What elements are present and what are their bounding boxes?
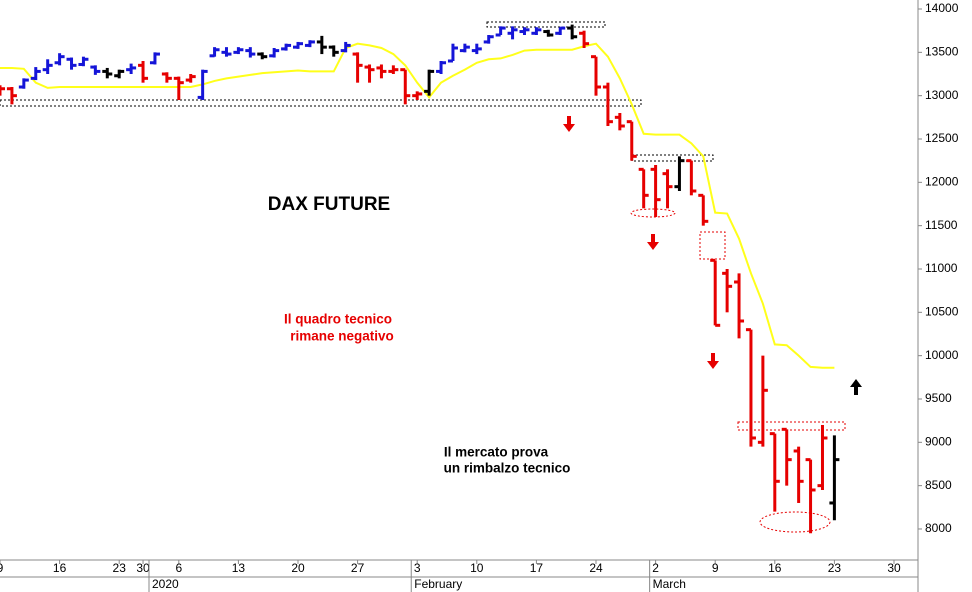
annotation: Il mercato prova [444, 445, 549, 460]
y-tick-label: 12500 [925, 131, 959, 145]
x-tick-label: 23 [113, 561, 127, 575]
x-tick-label: 3 [414, 561, 421, 575]
down-arrow [647, 234, 659, 250]
y-tick-label: 13500 [925, 45, 959, 59]
x-tick-label: 6 [175, 561, 182, 575]
x-tick-label: 10 [470, 561, 484, 575]
month-label: March [653, 577, 686, 591]
x-tick-label: 16 [53, 561, 67, 575]
x-tick-label: 24 [589, 561, 603, 575]
y-tick-label: 14000 [925, 1, 959, 15]
x-tick-label: 17 [530, 561, 544, 575]
y-tick-label: 8000 [925, 521, 952, 535]
resistance-box [486, 21, 606, 28]
y-tick-label: 10500 [925, 304, 959, 318]
x-tick-label: 20 [291, 561, 305, 575]
arrows [563, 116, 862, 395]
y-tick-label: 11000 [925, 261, 958, 275]
y-tick-label: 12000 [925, 175, 959, 189]
month-label: February [414, 577, 462, 591]
y-tick-label: 9000 [925, 434, 952, 448]
month-label: 2020 [152, 577, 179, 591]
annotation: Il quadro tecnico [284, 312, 392, 327]
down-arrow [563, 116, 575, 132]
x-tick-label: 30 [136, 561, 150, 575]
annotation: un rimbalzo tecnico [444, 461, 571, 476]
moving-average-line [0, 42, 835, 369]
resistance-box [737, 421, 846, 431]
y-tick-label: 8500 [925, 478, 952, 492]
annotation: rimane negativo [290, 329, 394, 344]
annotation-shapes [0, 21, 846, 533]
support-box [0, 99, 642, 107]
low-ellipse [630, 208, 676, 218]
y-tick-label: 10000 [925, 348, 959, 362]
x-tick-label: 2 [652, 561, 659, 575]
x-tick-label: 30 [887, 561, 901, 575]
x-tick-label: 16 [768, 561, 782, 575]
chart-title: DAX FUTURE [268, 194, 390, 215]
low-ellipse [759, 511, 831, 533]
y-tick-label: 9500 [925, 391, 952, 405]
up-arrow [850, 379, 862, 395]
down-arrow [707, 353, 719, 369]
x-tick-label: 9 [712, 561, 719, 575]
y-tick-label: 13000 [925, 88, 959, 102]
x-tick-label: 13 [232, 561, 246, 575]
x-tick-label: 27 [351, 561, 365, 575]
x-tick-label: 23 [828, 561, 842, 575]
y-tick-label: 11500 [925, 218, 958, 232]
x-tick-label: 9 [0, 561, 4, 575]
resistance-box [631, 154, 714, 162]
